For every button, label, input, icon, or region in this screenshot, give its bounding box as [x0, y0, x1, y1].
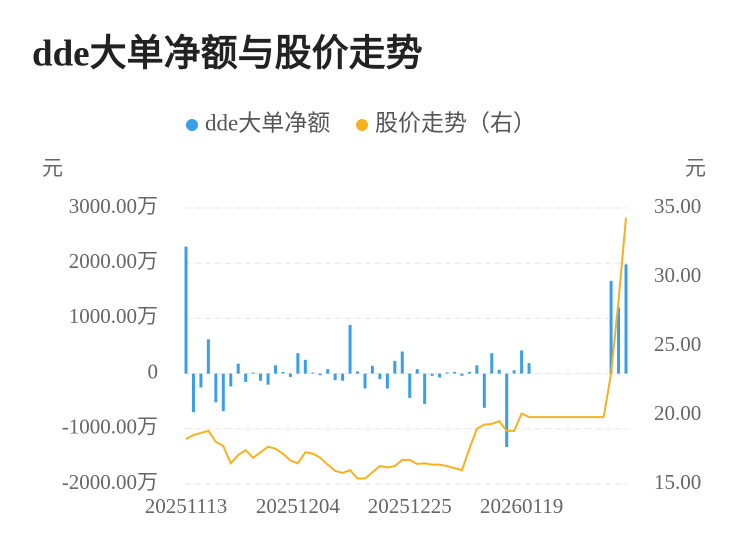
bar — [609, 280, 613, 374]
bar — [512, 370, 516, 374]
bar — [229, 373, 233, 387]
y2-tick-label: 20.00 — [654, 401, 701, 425]
y-tick-label: -1000.00万 — [62, 415, 158, 439]
bar — [482, 373, 486, 408]
x-tick-label: 20251113 — [145, 494, 227, 518]
bar — [311, 372, 315, 374]
y2-axis-label: 元 — [685, 156, 706, 180]
y2-tick-label: 15.00 — [654, 470, 701, 494]
bar — [281, 371, 285, 374]
bar — [273, 365, 277, 374]
y-tick-label: 2000.00万 — [69, 249, 158, 273]
bar — [318, 373, 322, 376]
bar — [341, 373, 345, 381]
bar — [505, 373, 509, 448]
legend-label: 股价走势（右） — [375, 110, 536, 135]
bar — [184, 246, 188, 374]
bar — [191, 373, 195, 413]
bar — [415, 369, 419, 374]
bar — [363, 373, 367, 389]
bar — [251, 372, 255, 374]
y-tick-label: -2000.00万 — [62, 470, 158, 494]
legend-label: dde大单净额 — [205, 110, 330, 135]
bar — [378, 373, 382, 380]
bar — [520, 350, 524, 374]
y-tick-label: 3000.00万 — [69, 194, 158, 218]
bar — [356, 371, 360, 374]
bar — [288, 373, 292, 377]
bar — [244, 373, 248, 382]
x-tick-label: 20260119 — [480, 494, 563, 518]
y-tick-label: 0 — [148, 359, 159, 383]
bar — [497, 369, 501, 374]
bar — [475, 365, 479, 374]
bar — [266, 373, 270, 385]
y-axis-label: 元 — [42, 156, 63, 180]
bar — [400, 351, 404, 374]
bar — [236, 363, 240, 374]
bar — [385, 373, 389, 389]
bar — [199, 373, 203, 388]
bar — [430, 373, 434, 376]
y2-tick-label: 35.00 — [654, 194, 701, 218]
bar — [423, 373, 427, 404]
bar — [438, 373, 442, 378]
bar — [259, 373, 263, 381]
bar — [408, 373, 412, 398]
bar — [206, 339, 210, 374]
chart-title: dde大单净额与股价走势 — [32, 32, 423, 74]
y2-tick-label: 25.00 — [654, 332, 701, 356]
bar — [326, 369, 330, 374]
bar — [303, 359, 307, 374]
y2-tick-label: 30.00 — [654, 263, 701, 287]
bar — [527, 363, 531, 374]
bar — [490, 353, 494, 374]
bar — [467, 371, 471, 374]
bar — [221, 373, 225, 412]
bar — [333, 373, 337, 381]
x-tick-label: 20251225 — [368, 494, 452, 518]
price-line — [185, 217, 627, 480]
bar — [624, 264, 628, 374]
bar — [214, 373, 218, 403]
x-tick-label: 20251204 — [256, 494, 341, 518]
bar — [460, 373, 464, 376]
legend-marker — [356, 119, 368, 131]
bar — [370, 365, 374, 374]
y-tick-label: 1000.00万 — [69, 304, 158, 328]
bar — [445, 372, 449, 374]
bar — [393, 360, 397, 374]
legend-marker — [186, 119, 198, 131]
bar — [348, 325, 352, 374]
bar — [296, 353, 300, 374]
bar — [452, 371, 456, 374]
bar — [617, 307, 621, 374]
